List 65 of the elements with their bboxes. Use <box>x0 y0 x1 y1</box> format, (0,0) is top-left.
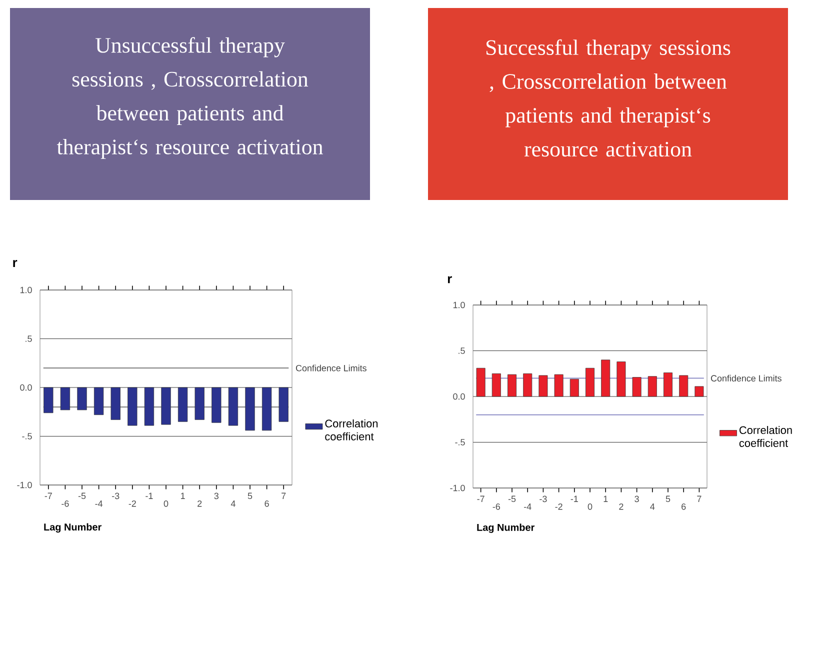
x-tick-label: 7 <box>282 492 286 499</box>
x-tick-label: 0 <box>588 503 592 510</box>
x-tick-label: 6 <box>682 503 686 510</box>
y-axis-title: r <box>448 276 452 284</box>
x-tick-label: -5 <box>508 496 516 502</box>
x-tick-label: -7 <box>44 492 52 499</box>
bar <box>679 375 688 397</box>
bar <box>601 360 610 397</box>
x-tick-label: 1 <box>604 496 608 502</box>
x-axis-title: Lag Number <box>44 523 102 533</box>
x-tick-label: 3 <box>214 492 219 500</box>
x-tick-label: -6 <box>62 500 69 507</box>
x-tick-label: 7 <box>697 496 702 502</box>
x-tick-label: -4 <box>524 504 532 510</box>
chart-title: Successful therapy sessions , Crosscorrelation between patients and therapist‘s resource activation <box>486 39 730 157</box>
y-tick-label: .5 <box>26 336 32 342</box>
ref-line-label: Confidence Limits <box>710 374 782 382</box>
x-tick-label: 5 <box>248 492 252 500</box>
y-tick-label: 1.0 <box>20 286 32 294</box>
x-tick-label: -1 <box>146 492 153 499</box>
bar <box>554 374 564 397</box>
y-tick-label: -1.0 <box>17 482 32 488</box>
x-tick-label: 6 <box>264 500 269 507</box>
x-tick-label: 3 <box>634 496 639 502</box>
chart-title: Unsuccessful therapy sessions , Crosscorrelation between patients and therapist‘s resource activation <box>56 37 323 159</box>
bar <box>648 376 657 397</box>
bar <box>694 386 704 397</box>
x-tick-label: 5 <box>666 496 670 502</box>
y-tick-label: 1.0 <box>453 302 465 308</box>
x-axis-title: Lag Number <box>477 524 534 533</box>
x-tick-label: -2 <box>555 503 562 510</box>
legend-label: Correlation coefficient <box>739 426 792 447</box>
x-tick-label: 1 <box>181 492 185 499</box>
x-tick-label: 4 <box>650 504 655 510</box>
bar <box>586 368 594 397</box>
x-tick-label: -7 <box>477 496 484 502</box>
x-tick-label: 4 <box>230 500 236 507</box>
x-tick-label: 0 <box>164 500 168 507</box>
y-tick-label: 0.0 <box>453 393 465 400</box>
x-tick-label: -1 <box>570 496 578 502</box>
x-tick-label: -3 <box>112 492 120 500</box>
x-tick-label: 2 <box>198 500 202 507</box>
x-tick-label: -4 <box>95 500 103 507</box>
bar <box>492 373 501 397</box>
x-tick-label: -3 <box>540 496 547 502</box>
bar <box>632 377 642 397</box>
y-tick-label: 0.0 <box>20 384 32 391</box>
legend-label: Correlation coefficient <box>325 419 378 440</box>
x-tick-label: 2 <box>619 503 624 510</box>
y-tick-label: -1.0 <box>450 484 465 492</box>
x-tick-label: -2 <box>128 500 136 507</box>
y-tick-label: -.5 <box>22 433 32 440</box>
ref-line-label: Confidence Limits <box>296 364 366 372</box>
x-tick-label: -5 <box>78 492 86 500</box>
x-tick-label: -6 <box>492 503 500 510</box>
bar <box>616 362 626 397</box>
bar <box>523 373 532 397</box>
y-tick-label: .5 <box>458 348 465 354</box>
bar <box>476 368 486 397</box>
y-tick-label: -.5 <box>455 439 465 446</box>
bar <box>508 374 516 397</box>
bar <box>570 378 579 397</box>
y-axis-title: r <box>13 260 18 267</box>
bar <box>538 375 548 397</box>
bar <box>664 372 672 397</box>
